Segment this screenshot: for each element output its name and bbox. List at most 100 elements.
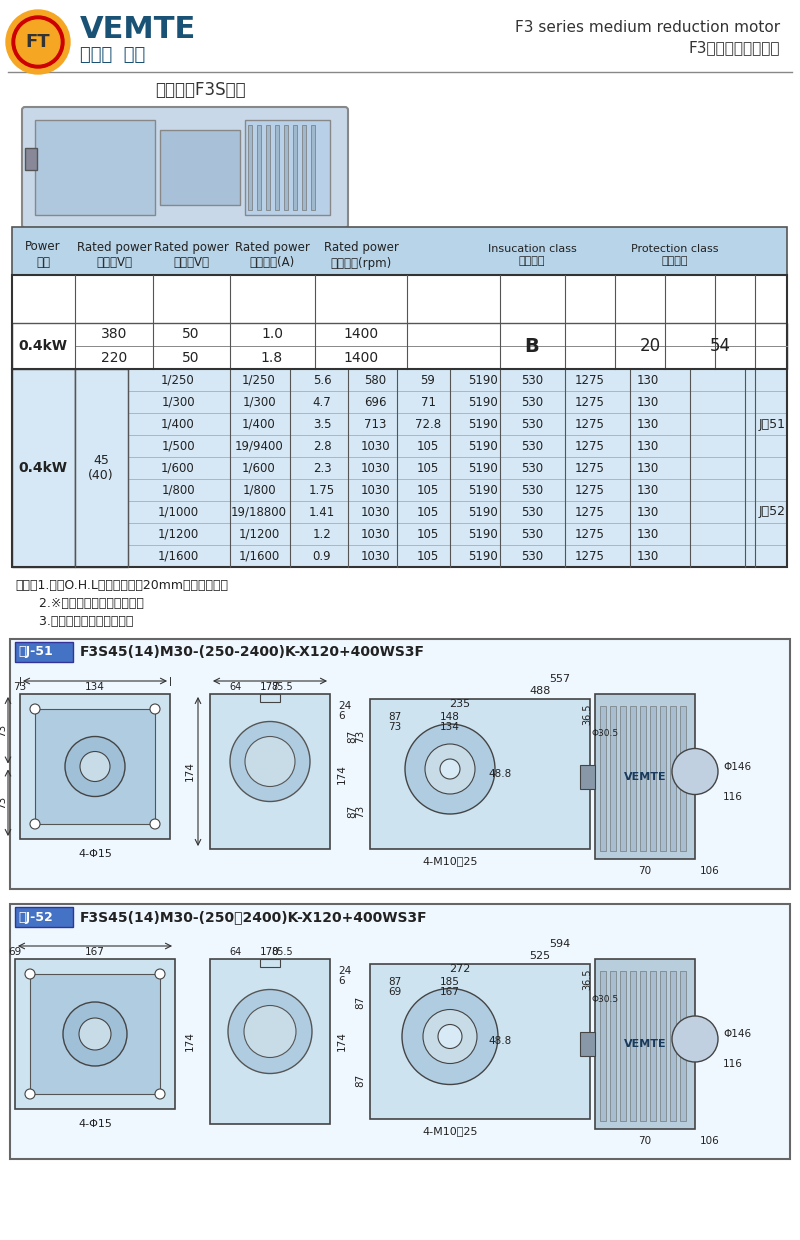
Text: 1/1000: 1/1000 [158,506,198,518]
Text: 3.括號（）爲實心軸軸徑。: 3.括號（）爲實心軸軸徑。 [15,615,134,627]
Text: 1/1600: 1/1600 [158,549,198,563]
Text: 105: 105 [417,461,439,475]
Text: 530: 530 [521,396,543,408]
Text: 1030: 1030 [360,506,390,518]
Text: Rated power
頻率（V）: Rated power 頻率（V） [154,241,229,269]
Bar [610,706,616,851]
Bar [10,639,790,889]
Text: VEMTE: VEMTE [624,1039,666,1049]
Bar [30,973,160,1094]
Bar [650,971,656,1121]
Text: 5190: 5190 [468,527,498,541]
Text: 87: 87 [347,730,357,743]
Bar [260,959,280,967]
Text: 134: 134 [85,682,105,692]
Text: 87: 87 [388,977,402,987]
Bar [620,971,626,1121]
Text: 72.8: 72.8 [415,418,441,430]
Text: 130: 130 [637,418,659,430]
Bar [12,413,787,435]
Bar [293,125,297,210]
Text: 1/400: 1/400 [161,418,195,430]
Bar [12,227,787,275]
Text: 5190: 5190 [468,396,498,408]
Text: Power
功率: Power 功率 [25,241,61,269]
Text: 1275: 1275 [575,396,605,408]
Circle shape [30,818,40,830]
Text: 73: 73 [14,682,26,692]
Text: 1/300: 1/300 [242,396,276,408]
Text: 235: 235 [450,699,470,709]
Text: 6: 6 [338,711,345,720]
Text: 5190: 5190 [468,549,498,563]
Circle shape [228,990,312,1074]
Text: 116: 116 [723,1059,743,1069]
Text: Rated power
額定轉速(rpm): Rated power 額定轉速(rpm) [323,241,398,269]
Text: 167: 167 [85,947,105,957]
Text: Φ30.5: Φ30.5 [592,994,619,1003]
Bar [210,694,330,849]
Bar [15,906,73,928]
Text: 73: 73 [355,730,365,743]
Circle shape [25,1089,35,1099]
Circle shape [12,16,64,68]
Text: 64: 64 [229,682,241,692]
Text: 1400: 1400 [343,351,378,365]
Bar [620,706,626,851]
Text: 圖J-51: 圖J-51 [18,646,53,658]
Text: 1030: 1030 [360,461,390,475]
Text: （注）1.容許O.H.L爲輸出軸端面20mm位置的數值。: （注）1.容許O.H.L爲輸出軸端面20mm位置的數值。 [15,579,228,591]
Text: 73: 73 [355,805,365,818]
Text: 36.5: 36.5 [582,703,592,724]
Text: VEMTE: VEMTE [80,15,196,45]
Text: F3S45(14)M30-(250-2400)K-X120+400WS3F: F3S45(14)M30-(250-2400)K-X120+400WS3F [80,645,425,658]
Bar [35,120,155,215]
Text: 4-M10深25: 4-M10深25 [422,856,478,866]
Bar [595,959,695,1128]
Text: 130: 130 [637,549,659,563]
Bar [75,370,128,567]
Text: Insucation class
絕緣等級: Insucation class 絕緣等級 [488,244,576,267]
Bar [12,479,787,501]
Text: 488: 488 [530,686,550,696]
Bar [670,971,676,1121]
Text: 85.5: 85.5 [271,682,293,692]
Circle shape [672,749,718,795]
Circle shape [425,744,475,794]
Bar [284,125,288,210]
Text: J－52: J－52 [758,505,786,518]
Bar [12,322,787,370]
Text: 105: 105 [417,527,439,541]
Bar [600,971,606,1121]
Text: 24: 24 [338,701,351,711]
Text: Rated power
電壓（V）: Rated power 電壓（V） [77,241,151,269]
Bar [260,694,280,702]
Text: 130: 130 [637,506,659,518]
Text: 1275: 1275 [575,484,605,496]
Text: 2.3: 2.3 [313,461,331,475]
Bar [630,706,636,851]
Text: 24: 24 [338,966,351,976]
Text: 130: 130 [637,527,659,541]
Bar [248,125,252,210]
Text: 1/800: 1/800 [242,484,276,496]
Circle shape [438,1024,462,1049]
Bar [680,971,686,1121]
Text: 69: 69 [8,947,22,957]
Bar [245,120,330,215]
Text: VEMTE: VEMTE [624,771,666,781]
Text: 167: 167 [440,987,460,997]
Text: Φ30.5: Φ30.5 [592,729,619,739]
Text: 130: 130 [637,373,659,387]
Text: 380: 380 [101,327,127,341]
Text: 170: 170 [260,947,280,957]
Text: 1.41: 1.41 [309,506,335,518]
Bar [595,694,695,859]
Text: F3系列中型減速電機: F3系列中型減速電機 [689,41,780,56]
Text: 130: 130 [637,396,659,408]
Text: 19/18800: 19/18800 [231,506,287,518]
Circle shape [230,722,310,801]
Text: 1400: 1400 [343,327,378,341]
Text: 87: 87 [347,805,357,818]
Text: 5190: 5190 [468,418,498,430]
